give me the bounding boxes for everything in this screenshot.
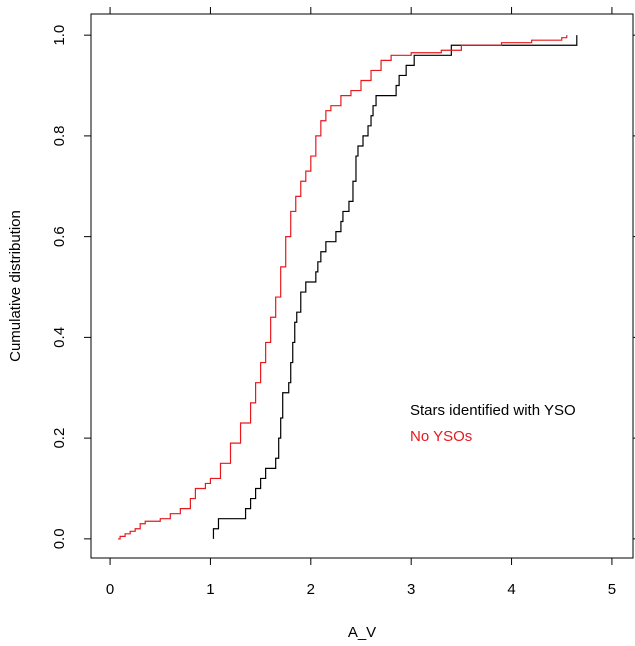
y-tick-label: 0.8 (51, 125, 68, 146)
x-tick-label: 2 (307, 581, 315, 598)
legend-entry: Stars identified with YSO (410, 402, 576, 419)
x-tick-label: 5 (608, 581, 616, 598)
x-tick-label: 0 (106, 581, 114, 598)
plot-frame (90, 13, 634, 559)
x-tick-label: 3 (407, 581, 415, 598)
y-tick-label: 0.4 (51, 327, 68, 348)
y-tick-label: 1.0 (51, 25, 68, 46)
x-tick-label: 1 (206, 581, 214, 598)
x-tick-label: 4 (507, 581, 515, 598)
y-tick-label: 0.0 (51, 528, 68, 549)
ecdf-line (212, 35, 578, 539)
y-tick-label: 0.2 (51, 428, 68, 449)
y-axis-label: Cumulative distribution (7, 210, 24, 362)
x-axis-label: A_V (348, 624, 376, 641)
ecdf-line (118, 35, 568, 540)
y-tick-label: 0.6 (51, 226, 68, 247)
legend-entry: No YSOs (410, 428, 472, 445)
